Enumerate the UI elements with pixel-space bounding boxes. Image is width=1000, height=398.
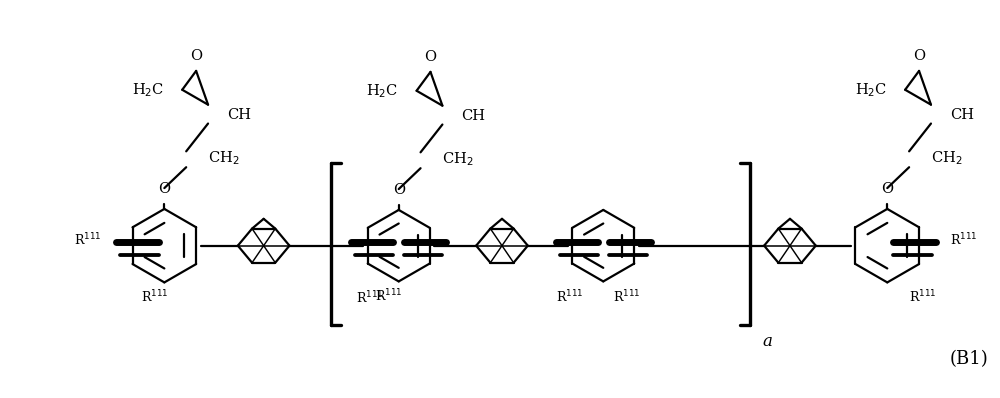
- Text: R$^{111}$: R$^{111}$: [356, 290, 384, 306]
- Text: R$^{111}$: R$^{111}$: [556, 289, 583, 306]
- Text: R$^{111}$: R$^{111}$: [141, 289, 168, 306]
- Text: (B1): (B1): [949, 350, 988, 368]
- Text: R$^{111}$: R$^{111}$: [375, 288, 402, 304]
- Text: H$_2$C: H$_2$C: [366, 82, 399, 100]
- Text: O: O: [190, 49, 202, 63]
- Text: R$^{111}$: R$^{111}$: [74, 231, 102, 248]
- Text: CH$_2$: CH$_2$: [208, 149, 240, 167]
- Text: R$^{111}$: R$^{111}$: [909, 289, 937, 306]
- Text: R$^{111}$: R$^{111}$: [613, 289, 641, 306]
- Text: CH: CH: [227, 107, 251, 122]
- Text: a: a: [762, 333, 772, 350]
- Text: O: O: [881, 182, 893, 196]
- Text: O: O: [393, 183, 405, 197]
- Text: CH$_2$: CH$_2$: [442, 150, 474, 168]
- Text: CH: CH: [950, 107, 974, 122]
- Text: O: O: [424, 50, 437, 64]
- Text: O: O: [913, 49, 925, 63]
- Text: CH: CH: [461, 109, 485, 123]
- Text: R$^{111}$: R$^{111}$: [950, 231, 977, 248]
- Text: CH$_2$: CH$_2$: [931, 149, 962, 167]
- Text: H$_2$C: H$_2$C: [132, 81, 164, 99]
- Text: H$_2$C: H$_2$C: [855, 81, 887, 99]
- Text: O: O: [158, 182, 170, 196]
